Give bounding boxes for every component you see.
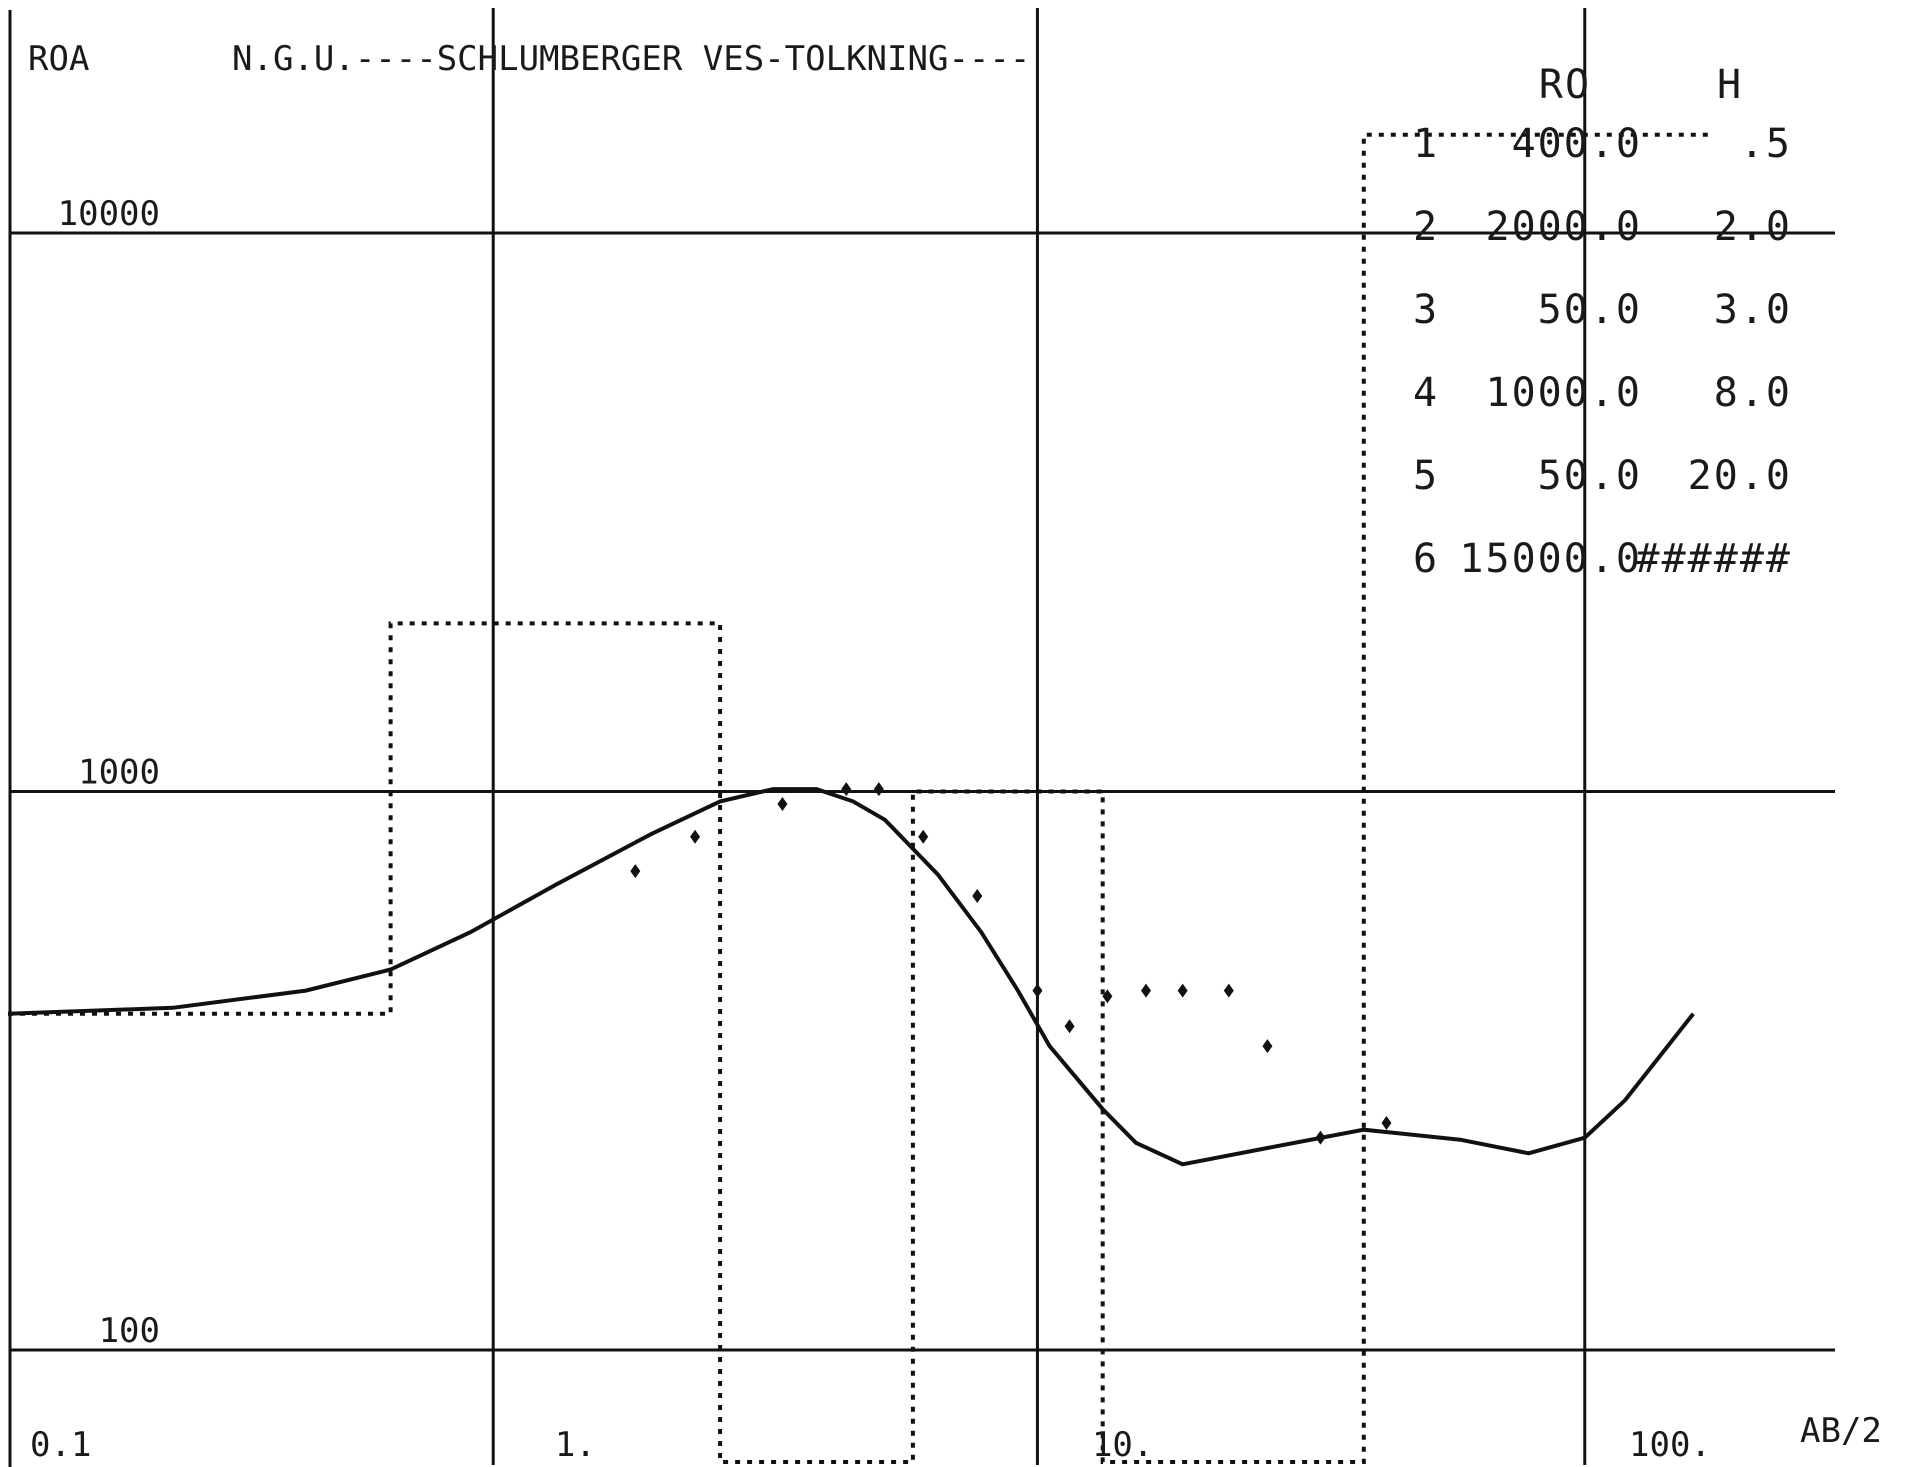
x-tick-label: 0.1 (30, 1425, 91, 1465)
observed-point (1262, 1039, 1273, 1054)
observed-point (777, 796, 788, 811)
observed-point (1102, 989, 1113, 1004)
table-row-number: 2 (1413, 204, 1439, 250)
x-axis-label: AB/2 (1800, 1411, 1882, 1451)
table-row-h: 2.0 (1714, 204, 1792, 250)
computed-curve-line (7, 787, 1695, 1167)
table-header-ro: RO (1539, 62, 1591, 108)
observed-point (1315, 1130, 1326, 1145)
table-row-ro: 2000.0 (1486, 204, 1643, 250)
observed-point (1381, 1115, 1392, 1130)
table-row-number: 3 (1413, 287, 1439, 333)
x-tick-label: 1. (555, 1425, 596, 1465)
observed-point (918, 829, 929, 844)
y-axis-label: ROA (28, 39, 89, 79)
chart-title: N.G.U.----SCHLUMBERGER VES-TOLKNING---- (232, 39, 1030, 79)
table-row-ro: 15000.0 (1459, 536, 1642, 582)
observed-point (1141, 983, 1152, 998)
axis-tick-labels: 0.1 1. 10. 100. 10000 1000 100 (30, 194, 1711, 1465)
table-row-number: 4 (1413, 370, 1439, 416)
table-row-number: 1 (1413, 121, 1439, 167)
table-row-h: 3.0 (1714, 287, 1792, 333)
model-parameter-table: RO H 1 400.0 .5 2 2000.0 2.0 3 50.0 3.0 4 1000.0 8.0 5… (1413, 62, 1793, 582)
observed-point (1064, 1019, 1075, 1034)
computed-curve-series (7, 787, 1695, 1167)
observed-point (972, 888, 983, 903)
y-tick-label: 100 (99, 1311, 160, 1351)
table-row-number: 5 (1413, 453, 1439, 499)
y-tick-label: 1000 (78, 753, 160, 793)
table-row-ro: 400.0 (1512, 121, 1642, 167)
table-row-ro: 50.0 (1538, 287, 1642, 333)
table-row-h: 20.0 (1688, 453, 1792, 499)
observed-point (630, 864, 641, 879)
observed-point (1223, 983, 1234, 998)
table-row-ro: 50.0 (1538, 453, 1642, 499)
y-tick-label: 10000 (58, 194, 160, 234)
x-tick-label: 100. (1629, 1425, 1711, 1465)
observed-point (1177, 983, 1188, 998)
grid-lines (8, 8, 1835, 1467)
table-header-h: H (1717, 62, 1743, 108)
table-row-number: 6 (1413, 536, 1439, 582)
observed-point (841, 782, 852, 797)
model-step-line (8, 132, 1713, 1464)
table-row-h: ###### (1636, 536, 1793, 582)
observed-point (873, 782, 884, 797)
observed-point (1032, 983, 1043, 998)
observed-point (690, 829, 701, 844)
observed-points (630, 782, 1392, 1145)
x-tick-label: 10. (1092, 1425, 1153, 1465)
table-row-h: 8.0 (1714, 370, 1792, 416)
table-row-ro: 1000.0 (1486, 370, 1643, 416)
layered-model-series (8, 132, 1713, 1464)
table-row-h: .5 (1740, 121, 1792, 167)
